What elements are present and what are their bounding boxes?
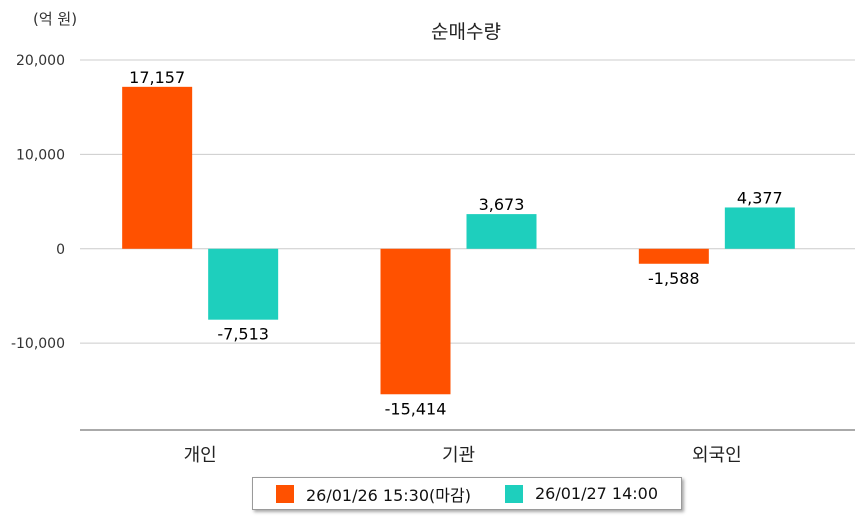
bar	[466, 214, 537, 249]
data-labels: 17,157 -7,513 -15,414 3,673 -1,588 4,377	[129, 68, 783, 418]
bar	[638, 248, 709, 264]
x-axis-ticks: 개인 기관 외국인	[184, 445, 742, 466]
x-tick-label: 개인	[184, 445, 217, 466]
y-axis-ticks: 20,000 10,000 0 -10,000	[11, 53, 65, 352]
legend-label-series-1: 26/01/26 15:30(마감)	[305, 485, 471, 505]
data-label: -15,414	[385, 399, 447, 418]
bars	[122, 86, 795, 395]
bar	[122, 86, 193, 249]
legend-label-series-2: 26/01/27 14:00	[534, 484, 659, 503]
legend-item-series-2[interactable]: 26/01/27 14:00	[504, 484, 659, 503]
bar	[208, 248, 279, 320]
bar	[380, 248, 451, 395]
y-tick-label: -10,000	[11, 336, 65, 352]
data-label: 3,673	[479, 195, 525, 214]
data-label: -7,513	[217, 325, 269, 344]
data-label: 4,377	[737, 188, 783, 207]
legend: 26/01/26 15:30(마감) 26/01/27 14:00	[252, 477, 682, 510]
legend-swatch-series-1	[275, 484, 294, 503]
data-label: -1,588	[648, 269, 700, 288]
y-tick-label: 20,000	[16, 53, 65, 69]
data-label: 17,157	[129, 68, 185, 87]
y-tick-label: 0	[56, 242, 65, 258]
x-tick-label: 기관	[442, 445, 475, 466]
bar	[724, 207, 795, 249]
y-tick-label: 10,000	[16, 147, 65, 163]
chart-title: 순매수량	[431, 21, 501, 43]
legend-item-series-1[interactable]: 26/01/26 15:30(마감)	[275, 482, 471, 506]
x-tick-label: 외국인	[692, 445, 742, 466]
unit-label: (억 원)	[33, 10, 77, 28]
legend-swatch-series-2	[504, 484, 523, 503]
